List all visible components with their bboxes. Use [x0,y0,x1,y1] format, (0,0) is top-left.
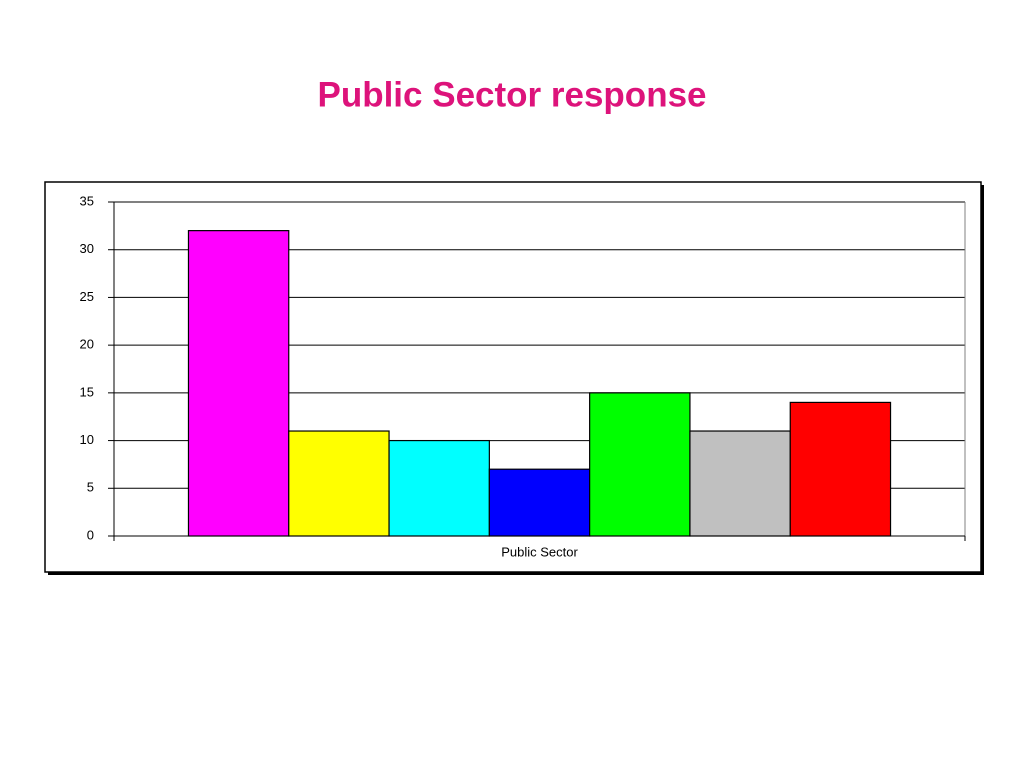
bar [689,430,791,537]
y-tick-label: 20 [80,337,94,352]
y-tick-label: 15 [80,384,94,399]
bar [488,468,591,537]
bar [589,392,691,537]
y-tick-label: 35 [80,193,94,208]
y-tick-label: 25 [80,289,94,304]
bar [388,439,490,537]
bar [187,230,290,537]
chart-title: Public Sector response [317,75,706,114]
y-tick-label: 0 [87,527,94,542]
x-tick-label: Public Sector [501,544,578,559]
bar [288,430,390,537]
y-tick-label: 10 [80,432,94,447]
y-tick-label: 30 [80,241,94,256]
y-tick-label: 5 [87,480,94,495]
bar [789,401,892,537]
